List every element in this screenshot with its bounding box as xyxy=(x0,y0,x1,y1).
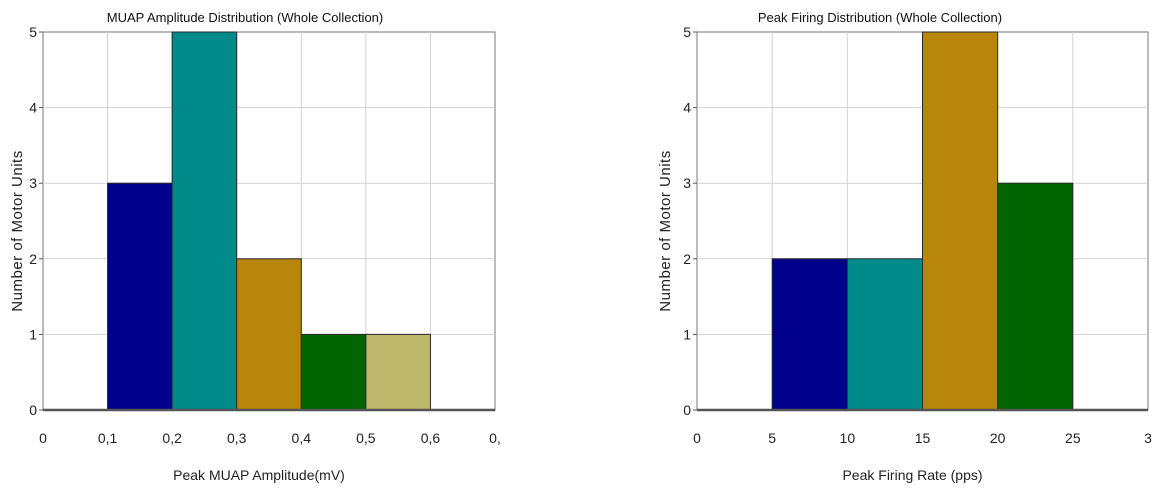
histogram-bar xyxy=(771,258,848,411)
histogram-bar xyxy=(846,258,923,411)
histogram-bar xyxy=(922,31,999,411)
x-tick-label: 0,2 xyxy=(162,430,182,446)
x-tick-label: 0,4 xyxy=(292,430,312,446)
y-tick-label: 5 xyxy=(683,24,691,40)
chart-title: Peak Firing Distribution (Whole Collecti… xyxy=(758,10,1002,25)
x-axis-label: Peak MUAP Amplitude(mV) xyxy=(173,467,345,483)
y-tick-label: 2 xyxy=(683,251,691,267)
y-tick-label: 3 xyxy=(29,175,37,191)
y-axis-label: Number of Motor Units xyxy=(9,150,26,311)
y-tick-label: 4 xyxy=(683,100,691,116)
histogram-bar xyxy=(365,333,431,411)
y-tick-label: 0 xyxy=(29,402,37,418)
amplitude-histogram-chart: 0 0,1 0,2 0,3 0,4 0,5 0,6 0, 0 1 2 3 4 5 MUAP Amplitu… xyxy=(9,10,501,483)
y-tick-label: 3 xyxy=(683,175,691,191)
y-tick-label: 1 xyxy=(29,326,37,342)
x-tick-label: 0,6 xyxy=(421,430,441,446)
x-tick-label: 0,5 xyxy=(356,430,376,446)
x-tick-label: 0 xyxy=(693,430,701,446)
histogram-bar xyxy=(300,333,367,411)
x-tick-label: 0 xyxy=(39,430,47,446)
x-tick-label: 0,3 xyxy=(227,430,247,446)
x-tick-label: 15 xyxy=(915,430,931,446)
x-tick-label: 3 xyxy=(1144,430,1152,446)
firing-rate-histogram-panel: 0 5 10 15 20 25 3 0 1 2 3 4 5 Peak Firing Distributi… xyxy=(640,0,1156,490)
x-axis-label: Peak Firing Rate (pps) xyxy=(842,467,982,483)
x-tick-label: 20 xyxy=(990,430,1006,446)
y-tick-label: 5 xyxy=(29,24,37,40)
y-tick-label: 4 xyxy=(29,100,37,116)
x-tick-label: 0, xyxy=(489,430,501,446)
histogram-bar xyxy=(171,31,238,411)
y-tick-label: 2 xyxy=(29,251,37,267)
chart-title: MUAP Amplitude Distribution (Whole Colle… xyxy=(107,10,383,25)
y-tick-label: 0 xyxy=(683,402,691,418)
amplitude-histogram-panel: 0 0,1 0,2 0,3 0,4 0,5 0,6 0, 0 1 2 3 4 5 MUAP Amplitu… xyxy=(0,0,520,490)
histogram-bar xyxy=(236,258,302,411)
x-tick-label: 10 xyxy=(840,430,856,446)
histogram-bar xyxy=(997,182,1074,411)
y-tick-label: 1 xyxy=(683,326,691,342)
x-tick-label: 25 xyxy=(1065,430,1081,446)
histogram-bar xyxy=(107,182,173,411)
x-tick-label: 0,1 xyxy=(98,430,118,446)
y-axis-label: Number of Motor Units xyxy=(657,150,674,311)
x-tick-label: 5 xyxy=(768,430,776,446)
